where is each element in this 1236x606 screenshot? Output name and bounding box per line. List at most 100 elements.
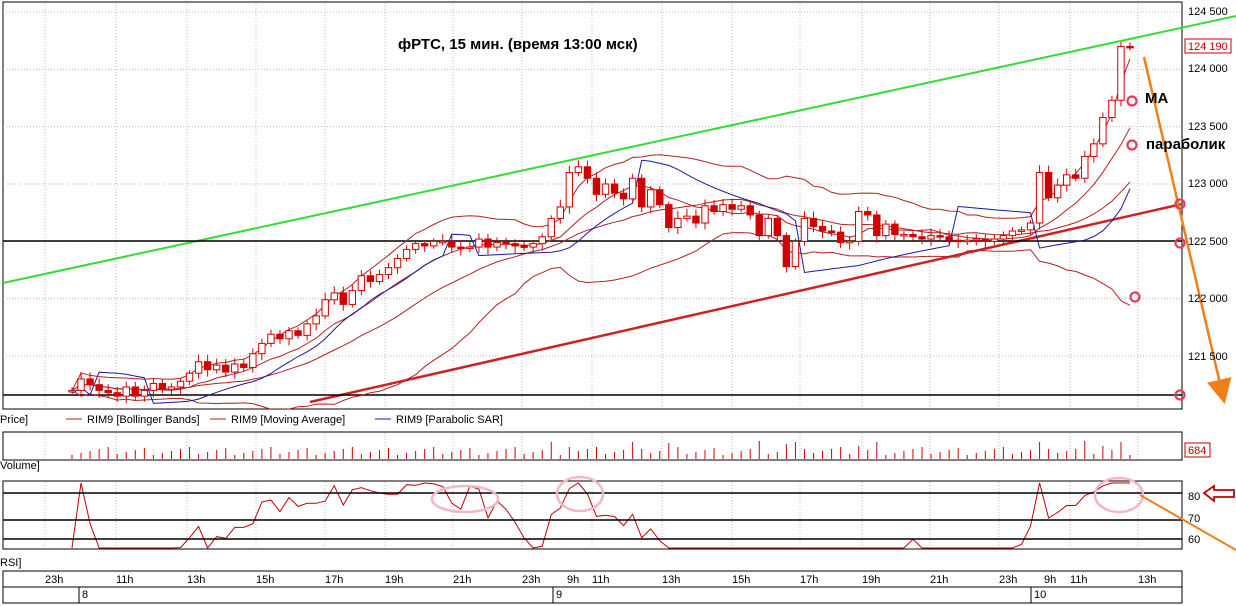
candle-body xyxy=(176,380,185,388)
candle-body xyxy=(674,217,682,229)
upper-trend-line xyxy=(2,15,1236,284)
candle-body xyxy=(402,248,411,260)
candle-body xyxy=(1044,172,1053,199)
candle-body xyxy=(131,386,139,397)
bollinger-upper xyxy=(71,58,1131,391)
candle-body xyxy=(565,172,574,208)
time-tick-label: 11h xyxy=(116,574,134,586)
rsi-forecast-line xyxy=(1139,494,1236,551)
candle-body xyxy=(547,217,555,238)
candle-body xyxy=(375,274,384,282)
candle-body xyxy=(909,233,917,238)
candle-body xyxy=(764,217,772,237)
candle-body xyxy=(538,236,546,245)
candle-body xyxy=(1126,45,1134,49)
rsi-tick-label: 80 xyxy=(1188,491,1200,503)
volume-last-box xyxy=(1184,442,1211,458)
candle-body xyxy=(891,223,899,235)
time-tick-label: 15h xyxy=(256,574,274,586)
candle-body xyxy=(448,240,456,248)
candle-body xyxy=(936,235,944,238)
candle-body xyxy=(710,205,718,213)
price-tick-label: 124 500 xyxy=(1188,6,1228,18)
candle-body xyxy=(203,361,212,371)
ma-point-circle xyxy=(1126,95,1138,107)
level-121200-circle xyxy=(1174,389,1186,401)
candle-body xyxy=(122,386,130,397)
legend-volume: Volume] xyxy=(0,460,40,472)
candle-body xyxy=(529,243,537,248)
candle-body xyxy=(601,183,610,195)
time-tick-label: 21h xyxy=(453,574,471,586)
candle-body xyxy=(68,389,76,393)
candle-body xyxy=(945,236,953,241)
candle-body xyxy=(773,217,782,237)
candle-body xyxy=(728,204,736,210)
legend-bollinger: RIM9 [Bollinger Bands] xyxy=(87,414,200,426)
candle-body xyxy=(1099,116,1107,145)
candle-body xyxy=(511,243,519,247)
level-122500-circle xyxy=(1174,237,1186,249)
candle-body xyxy=(158,383,167,390)
bollinger-lower xyxy=(71,232,1131,410)
candle-body xyxy=(475,238,483,248)
candle-body xyxy=(592,177,601,195)
candle-body xyxy=(701,205,709,224)
candle-body xyxy=(384,267,393,276)
time-tick-label: 11h xyxy=(1070,574,1088,586)
candle-body xyxy=(502,241,510,245)
candle-body xyxy=(357,275,366,292)
candle-body xyxy=(466,246,474,250)
sar-point-circle xyxy=(1126,139,1138,151)
date-label: 10 xyxy=(1034,589,1046,601)
last-price-label: 124 190 xyxy=(1188,41,1228,53)
candle-body xyxy=(339,292,347,305)
candle-body xyxy=(439,240,447,244)
candle-body xyxy=(140,389,149,397)
candle-body xyxy=(1035,172,1044,224)
chart-title: фРТС, 15 мин. (время 13:00 мск) xyxy=(398,36,638,53)
time-tick-label: 13h xyxy=(662,574,680,586)
rsi-overbought-circle-3 xyxy=(1093,476,1145,514)
candle-body xyxy=(818,225,827,232)
time-tick-label: 21h xyxy=(930,574,948,586)
parabolic-sar xyxy=(71,159,1131,404)
rsi-grid xyxy=(44,433,1139,548)
candle-body xyxy=(1063,174,1071,186)
legend-price: Price] xyxy=(0,414,28,426)
candle-body xyxy=(656,189,664,206)
candle-body xyxy=(312,315,320,325)
candle-body xyxy=(420,243,429,247)
date-label: 8 xyxy=(82,589,88,601)
candle-body xyxy=(1108,99,1116,118)
candle-body xyxy=(411,243,420,250)
price-forecast-arrow xyxy=(1142,56,1232,405)
candle-body xyxy=(737,205,745,210)
time-tick-label: 15h xyxy=(732,574,750,586)
date-label: 9 xyxy=(556,589,562,601)
legend-ma: RIM9 [Moving Average] xyxy=(231,414,345,426)
rsi-80-pointer-icon xyxy=(1202,484,1235,503)
candle-body xyxy=(809,217,818,227)
candle-body xyxy=(619,192,628,200)
candle-body xyxy=(746,205,754,216)
candle-body xyxy=(185,372,194,382)
candle-body xyxy=(95,384,103,391)
candle-body xyxy=(393,258,402,269)
candle-body xyxy=(303,323,311,336)
time-tick-label: 17h xyxy=(325,574,343,586)
time-tick-label: 23h xyxy=(999,574,1017,586)
candle-body xyxy=(222,364,230,373)
candle-body xyxy=(637,177,646,208)
time-tick-label: 19h xyxy=(385,574,403,586)
price-tick-label: 123 500 xyxy=(1188,121,1228,133)
price-axis: 124 500 124 000 123 500 123 000 122 500 … xyxy=(1188,6,1228,363)
time-tick-label: 19h xyxy=(862,574,880,586)
candle-body xyxy=(647,189,655,208)
candle-body xyxy=(719,204,727,213)
volume-last-label: 684 xyxy=(1188,445,1206,457)
candle-body xyxy=(231,363,239,373)
candle-body xyxy=(918,236,926,240)
candle-body xyxy=(800,217,809,242)
candle-body xyxy=(330,292,338,301)
